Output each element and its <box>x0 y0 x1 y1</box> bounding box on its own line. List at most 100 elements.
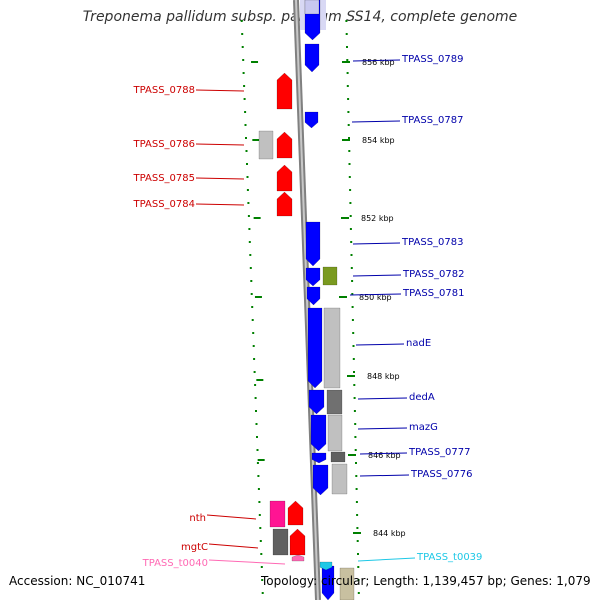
left-guide-dot <box>256 436 258 438</box>
gene-label-right: TPASS_t0039 <box>416 552 482 563</box>
left-guide-dot <box>245 150 248 152</box>
gene-tpass-0785 <box>276 164 293 192</box>
gene-nth <box>287 500 304 526</box>
right-guide-dot <box>347 124 350 126</box>
right-guide-dot <box>357 579 360 581</box>
left-guide-dot <box>246 176 249 178</box>
right-guide-dot <box>351 319 354 321</box>
right-guide-dot <box>355 475 358 477</box>
right-guide-dot <box>350 241 353 243</box>
gene-tpass-0782 <box>305 267 321 287</box>
label-leader-line <box>357 397 408 400</box>
left-guide-dot <box>243 98 246 100</box>
right-guide-dot <box>349 202 352 204</box>
right-guide-dot <box>350 267 353 269</box>
left-guide-dot <box>247 215 250 217</box>
right-guide-dot <box>351 306 354 308</box>
gene-label-left: TPASS_0786 <box>133 139 195 150</box>
left-guide-dot <box>248 228 251 230</box>
scale-tick-label: 844 kbp <box>373 529 406 538</box>
left-guide-dot <box>260 553 263 555</box>
gene-mazg <box>310 414 327 452</box>
right-guide-dot <box>352 358 355 360</box>
left-guide-dot <box>246 189 249 191</box>
label-leader-line <box>349 293 402 296</box>
label-leader-line <box>355 343 405 346</box>
label-leader-line <box>352 274 402 277</box>
right-guide-dot <box>347 98 350 100</box>
gene-label-right: mazG <box>409 422 438 433</box>
right-guide-dot <box>356 514 359 516</box>
gene-tan <box>339 567 355 600</box>
left-guide-dot <box>240 20 243 22</box>
right-guide-dot <box>345 20 348 22</box>
right-guide-dot <box>357 592 360 594</box>
left-guide-dot <box>260 566 263 568</box>
right-guide-dot <box>355 462 357 464</box>
scale-tick <box>347 375 355 377</box>
label-leader-line <box>195 177 245 180</box>
label-leader-line <box>359 452 408 455</box>
label-leader-line <box>352 242 401 245</box>
gene-mgtc-gray <box>272 528 289 556</box>
right-guide-dot <box>355 488 358 490</box>
right-guide-dot <box>349 189 352 191</box>
right-guide-dot <box>352 345 355 347</box>
right-guide-dot <box>354 423 357 425</box>
right-guide-dot <box>346 59 349 61</box>
right-guide-dot <box>353 371 355 373</box>
gene-label-right: dedA <box>409 392 435 403</box>
left-guide-dot <box>254 384 257 386</box>
cds-0776-gray <box>331 463 348 495</box>
left-guide-dot <box>247 202 250 204</box>
genome-summary: Topology: circular; Length: 1,139,457 bp… <box>261 574 591 588</box>
left-guide-dot <box>246 163 248 165</box>
label-leader-line <box>195 143 245 146</box>
genome-backbone <box>293 0 321 600</box>
right-guide-dot <box>351 280 354 282</box>
gene-tpass-t0039 <box>319 561 333 571</box>
scale-tick <box>253 217 261 219</box>
gene-label-right: TPASS_0789 <box>401 54 463 65</box>
left-guide-dot <box>258 501 261 503</box>
strand-guide-dots <box>240 20 360 594</box>
gene-tpass-0787 <box>304 111 319 129</box>
cds-deda-gray <box>326 389 343 415</box>
right-guide-dot <box>349 228 352 230</box>
gene-label-right: TPASS_0781 <box>402 288 464 299</box>
right-guide-dot <box>352 332 355 334</box>
scale-tick <box>353 532 361 534</box>
right-guide-dot <box>354 449 357 451</box>
label-leader-line <box>351 120 401 123</box>
gene-tpass-0784 <box>276 191 293 217</box>
gene-label-left: TPASS_0788 <box>133 85 195 96</box>
right-guide-dot <box>353 384 356 386</box>
scale-tick-label: 850 kbp <box>359 293 392 302</box>
scale-tick-label: 848 kbp <box>367 372 400 381</box>
scale-tick <box>348 454 356 456</box>
cds-0777-gray <box>330 451 346 463</box>
gene-deda <box>308 389 325 415</box>
gene-label-right: nadE <box>406 338 431 349</box>
gene-tpass-0788 <box>276 72 293 110</box>
left-guide-dot <box>251 319 254 321</box>
gene-nade <box>307 307 323 389</box>
scale-tick-label: 856 kbp <box>362 58 395 67</box>
left-guide-dot <box>252 332 255 334</box>
right-guide-dot <box>353 397 356 399</box>
label-leader-line <box>357 557 416 562</box>
left-guide-dot <box>248 241 251 243</box>
gene-tpass-t0040 <box>291 554 305 562</box>
left-guide-dot <box>245 137 247 139</box>
left-guide-dot <box>258 514 261 516</box>
gene-label-left: mgtC <box>181 542 208 553</box>
scale-tick <box>254 296 262 298</box>
right-guide-dot <box>348 137 350 139</box>
left-guide-dot <box>243 85 246 87</box>
label-leader-line <box>195 203 245 206</box>
left-guide-dot <box>257 488 260 490</box>
label-leader-line <box>206 514 257 520</box>
right-guide-dot <box>348 163 351 165</box>
left-guide-dot <box>256 462 259 464</box>
left-guide-dot <box>254 397 257 399</box>
